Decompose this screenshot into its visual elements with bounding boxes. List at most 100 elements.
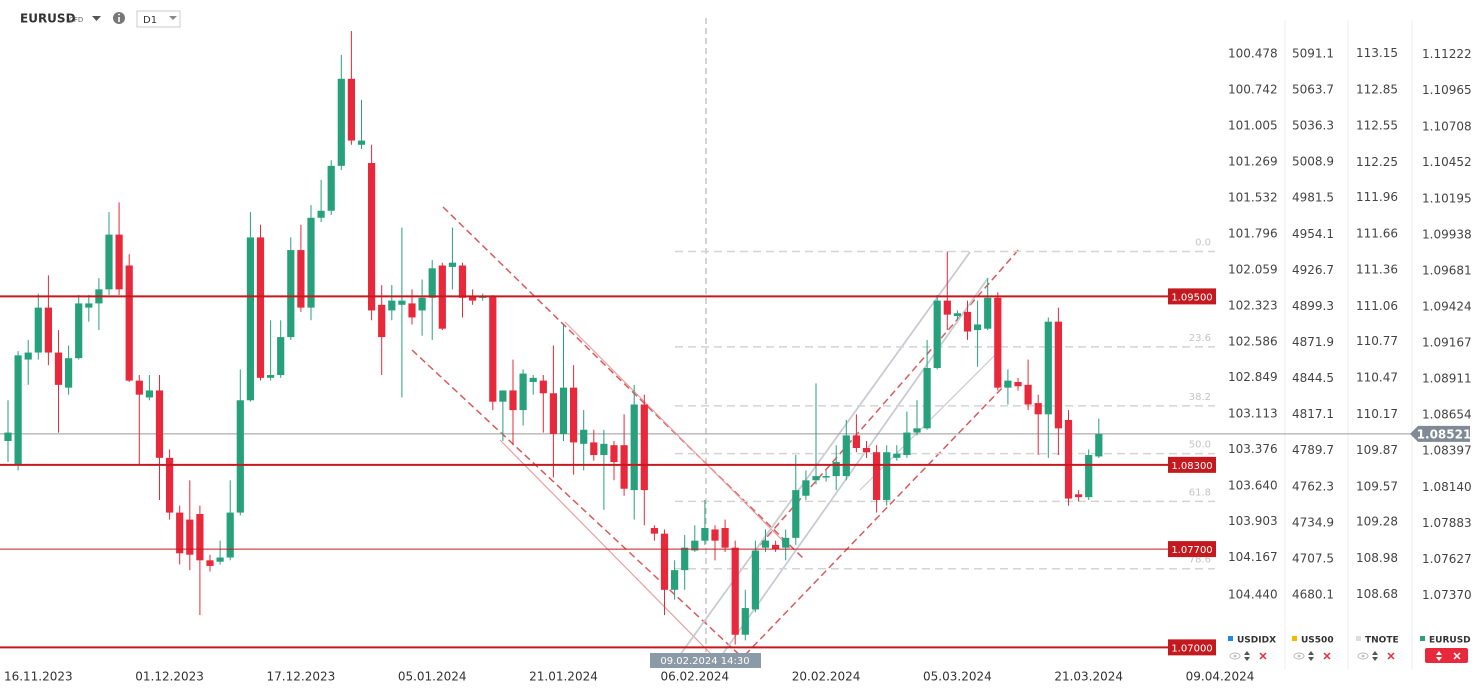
- candle-body: [458, 265, 467, 298]
- y-tick-label: 101.796: [1228, 226, 1278, 240]
- x-tick-label: 09.04.2024: [1186, 670, 1255, 684]
- y-tick-label: 112.55: [1356, 119, 1398, 133]
- candle-body: [539, 380, 547, 394]
- timeframe-select[interactable]: [136, 10, 181, 28]
- candle-body: [984, 297, 992, 329]
- candle-body: [378, 304, 386, 338]
- candle-body: [226, 512, 234, 558]
- x-tick-label: 05.01.2024: [398, 670, 467, 684]
- candle-body: [570, 387, 578, 443]
- candle-body: [640, 404, 648, 491]
- candle-body: [792, 490, 800, 538]
- candle-body: [974, 324, 982, 331]
- candle-body: [630, 404, 638, 491]
- y-tick-label: 103.903: [1228, 514, 1278, 528]
- reorder-arrows[interactable]: [1308, 651, 1314, 661]
- y-tick-label: 103.113: [1228, 406, 1278, 420]
- candle-body: [499, 390, 507, 402]
- candle-body: [65, 358, 73, 388]
- y-tick-label: 104.440: [1228, 588, 1278, 602]
- symbol-caret[interactable]: [92, 16, 101, 21]
- candle-body: [580, 429, 588, 444]
- y-tick-label: 111.06: [1356, 299, 1398, 313]
- candle-body: [802, 480, 810, 496]
- fib-label: 23.6: [1189, 333, 1211, 344]
- candle-body: [418, 297, 426, 311]
- y-tick-label: 5063.7: [1292, 83, 1334, 97]
- symbol[interactable]: EURUSD: [20, 12, 76, 26]
- y-tick-label: 4817.1: [1292, 407, 1334, 421]
- y-tick-label: 4762.3: [1292, 479, 1334, 493]
- candle-body: [1014, 382, 1022, 387]
- y-tick-label: 4680.1: [1292, 587, 1334, 601]
- y-tick-label: 102.849: [1228, 370, 1278, 384]
- candle-body: [842, 435, 850, 477]
- y-tick-label: 109.28: [1356, 515, 1398, 529]
- reorder-arrows[interactable]: [1244, 651, 1250, 661]
- candle-body: [347, 78, 355, 141]
- y-tick-label: 4844.5: [1292, 371, 1334, 385]
- y-tick-label: 5008.9: [1292, 155, 1334, 169]
- visibility-toggle-pupil: [1361, 654, 1365, 658]
- candle-body: [701, 528, 709, 541]
- y-tick-label: 101.269: [1228, 154, 1278, 168]
- legend-swatch: [1292, 636, 1297, 641]
- fib-label: 38.2: [1189, 392, 1211, 403]
- remove-button[interactable]: [1387, 652, 1395, 660]
- y-tick-label: 110.17: [1356, 407, 1398, 421]
- candle-body: [1075, 494, 1083, 498]
- candle-body: [671, 570, 679, 590]
- visibility-toggle[interactable]: [1229, 652, 1241, 660]
- remove-button[interactable]: [1453, 652, 1461, 660]
- candle-body: [388, 300, 396, 311]
- remove-button[interactable]: [1259, 652, 1267, 660]
- candle-body: [75, 303, 83, 359]
- candle-body: [832, 462, 840, 477]
- y-tick-label: 1.07370: [1422, 588, 1472, 602]
- reorder-arrows[interactable]: [1436, 651, 1442, 661]
- candle-body: [610, 445, 618, 463]
- candle-body: [1064, 419, 1073, 499]
- trend-line: [564, 321, 791, 549]
- candle-body: [307, 217, 315, 308]
- candle-body: [54, 352, 63, 385]
- last-price-label: 1.08521: [1417, 427, 1472, 441]
- price-level-tag: [1168, 541, 1216, 558]
- candle-body: [196, 513, 204, 561]
- visibility-toggle[interactable]: [1293, 652, 1305, 660]
- candle-body: [893, 453, 901, 458]
- y-tick-label: 112.85: [1356, 82, 1398, 96]
- candle-body: [186, 519, 194, 555]
- legend-label: US500: [1301, 636, 1334, 646]
- candle-body: [721, 528, 729, 548]
- candle-body: [660, 533, 669, 590]
- y-tick-label: 1.08911: [1422, 372, 1472, 386]
- reorder-arrows[interactable]: [1372, 651, 1378, 661]
- candle-body: [620, 445, 628, 489]
- x-tick-label: 20.02.2024: [792, 670, 861, 684]
- fib-label: 50.0: [1189, 440, 1211, 451]
- price-level-tag: [1168, 288, 1216, 305]
- badge: CFD: [69, 16, 83, 24]
- candle-body: [155, 390, 164, 458]
- y-tick-label: 111.66: [1356, 226, 1398, 240]
- candle-body: [509, 390, 517, 411]
- candle-body: [590, 442, 598, 456]
- candle-body: [549, 393, 557, 434]
- candle-body: [297, 250, 305, 308]
- info-icon-dot: [118, 13, 120, 16]
- visibility-toggle-pupil: [1233, 654, 1237, 658]
- y-tick-label: 111.36: [1356, 263, 1398, 277]
- fib-label: 0.0: [1195, 237, 1211, 248]
- y-tick-label: 4954.1: [1292, 227, 1334, 241]
- candle-body: [1054, 321, 1062, 429]
- price-level-label: 1.07700: [1171, 545, 1212, 556]
- visibility-toggle[interactable]: [1357, 652, 1369, 660]
- candle-body: [751, 550, 759, 610]
- remove-button[interactable]: [1323, 652, 1331, 660]
- candle-body: [519, 373, 527, 411]
- candle-body: [600, 443, 608, 456]
- candle-body: [873, 452, 881, 500]
